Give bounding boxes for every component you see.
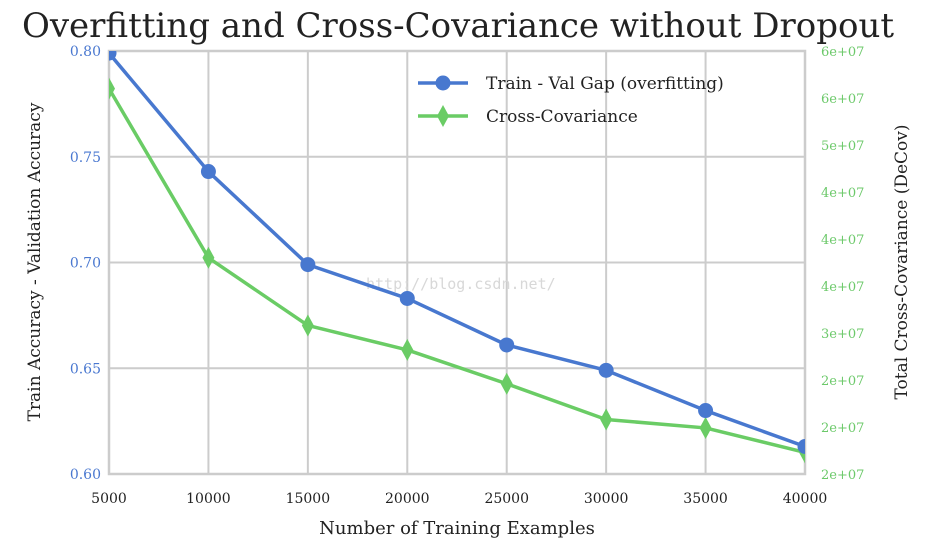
y-axis-left-label: Train Accuracy - Validation Accuracy: [25, 102, 45, 421]
series-layer: [109, 51, 805, 464]
y-right-tick-label: 3e+07: [821, 327, 864, 342]
y-axis-right-label: Total Cross-Covariance (DeCov): [892, 124, 912, 399]
y-right-tick-label: 4e+07: [821, 186, 864, 201]
y-right-tick-label: 4e+07: [821, 280, 864, 295]
data-point-cross-covariance: [301, 314, 314, 337]
x-tick-label: 10000: [186, 491, 231, 507]
legend-marker-circle: [435, 75, 451, 91]
data-point-train-val-gap: [399, 290, 415, 306]
data-point-cross-covariance: [109, 77, 115, 100]
legend: Train - Val Gap (overfitting) Cross-Covar…: [418, 74, 724, 127]
y-left-tick-label: 0.80: [70, 44, 101, 60]
y-right-tick-label: 4e+07: [821, 233, 864, 248]
data-point-train-val-gap: [200, 164, 216, 180]
data-point-cross-covariance: [202, 246, 215, 269]
legend-label: Cross-Covariance: [486, 107, 638, 127]
y-right-tick-label: 2e+07: [821, 468, 864, 483]
data-point-train-val-gap: [499, 337, 515, 353]
y-right-tick-label: 2e+07: [821, 421, 864, 436]
data-point-train-val-gap: [797, 439, 805, 455]
x-tick-label: 30000: [584, 491, 629, 507]
x-tick-label: 15000: [286, 491, 331, 507]
watermark: http://blog.csdn.net/: [366, 275, 556, 293]
y-right-tick-label: 6e+07: [821, 92, 864, 107]
chart-title: Overfitting and Cross-Covariance without…: [22, 6, 894, 46]
data-point-cross-covariance: [500, 372, 513, 395]
data-point-train-val-gap: [300, 257, 316, 273]
y-axis-left-ticks: 0.60 0.65 0.70 0.75 0.80: [70, 44, 101, 483]
legend-marker-diamond: [437, 105, 449, 127]
x-tick-label: 35000: [683, 491, 728, 507]
y-axis-right-ticks: 2e+07 2e+07 2e+07 3e+07 4e+07 4e+07 4e+07 5e+07…: [821, 45, 864, 483]
y-right-tick-label: 6e+07: [821, 45, 864, 60]
x-axis-label: Number of Training Examples: [319, 518, 595, 539]
data-point-cross-covariance: [401, 338, 414, 361]
y-left-tick-label: 0.75: [70, 150, 101, 166]
x-tick-label: 25000: [484, 491, 529, 507]
x-axis-ticks: 5000 10000 15000 20000 25000 30000 35000 40000: [91, 491, 827, 507]
y-left-tick-label: 0.70: [70, 256, 101, 272]
x-tick-label: 5000: [91, 491, 127, 507]
y-right-tick-label: 2e+07: [821, 374, 864, 389]
legend-label: Train - Val Gap (overfitting): [486, 74, 724, 94]
series-group: [109, 51, 805, 464]
data-point-cross-covariance: [600, 408, 613, 431]
x-tick-label: 20000: [385, 491, 430, 507]
plot-frame: [107, 49, 807, 476]
data-point-cross-covariance: [699, 416, 712, 439]
y-left-tick-label: 0.60: [70, 467, 101, 483]
data-point-train-val-gap: [698, 403, 714, 419]
data-point-train-val-gap: [598, 362, 614, 378]
series-line-cross-covariance: [109, 87, 805, 455]
y-left-tick-label: 0.65: [70, 361, 101, 377]
y-right-tick-label: 5e+07: [821, 139, 864, 154]
series-line-train-val-gap: [109, 51, 805, 449]
x-tick-label: 40000: [783, 491, 828, 507]
data-point-train-val-gap: [109, 51, 117, 61]
